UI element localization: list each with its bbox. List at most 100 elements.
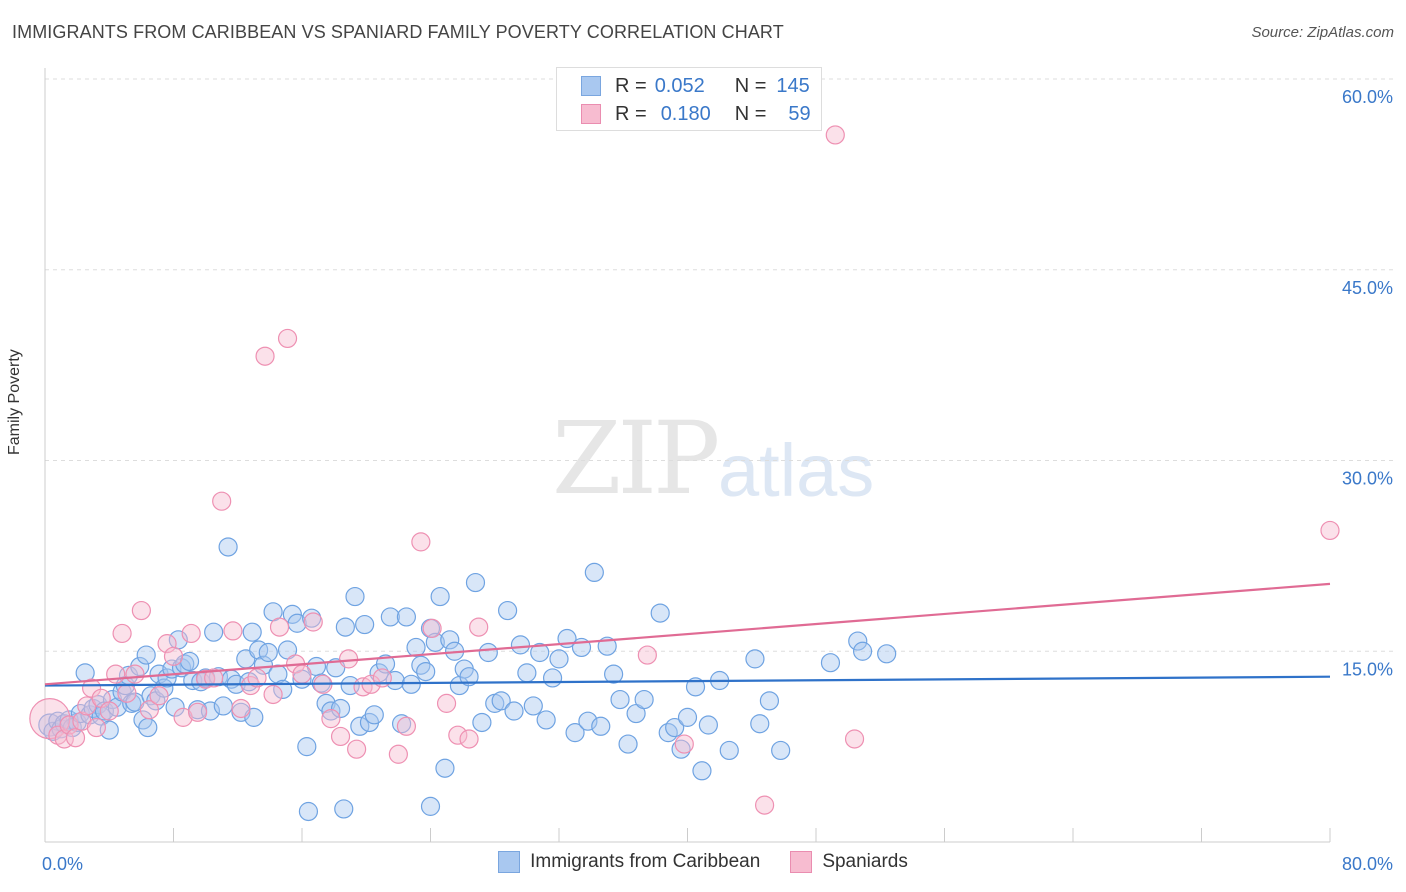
- caribbean-point: [465, 572, 486, 593]
- series-swatch-spaniards: [790, 851, 813, 873]
- y-tick-label: 60.0%: [1342, 87, 1393, 107]
- caribbean-point: [258, 642, 278, 663]
- legend-row-caribbean: R = 0.052 N = 145: [581, 74, 810, 98]
- caribbean-point: [685, 677, 706, 697]
- caribbean-point: [565, 723, 585, 743]
- caribbean-point: [396, 607, 417, 627]
- caribbean-point: [335, 617, 355, 637]
- caribbean-point: [650, 603, 670, 623]
- spaniard-point: [112, 623, 132, 644]
- caribbean-point: [852, 641, 873, 661]
- spaniard-point: [825, 125, 845, 145]
- caribbean-point: [430, 586, 450, 607]
- caribbean-point: [498, 600, 518, 621]
- x-tick-label: 0.0%: [42, 854, 83, 874]
- y-axis-label: Family Poverty: [6, 349, 23, 455]
- spaniard-point: [637, 645, 657, 665]
- caribbean-point: [877, 644, 897, 664]
- source-label: Source: ZipAtlas.com: [1251, 24, 1394, 41]
- spaniard-point: [117, 683, 137, 703]
- data-points: [29, 125, 1340, 822]
- spaniard-point: [81, 678, 102, 698]
- caribbean-point: [698, 715, 718, 735]
- spaniard-point: [347, 739, 367, 759]
- caribbean-point: [179, 651, 200, 672]
- caribbean-point: [364, 705, 384, 725]
- caribbean-point: [634, 689, 654, 710]
- caribbean-point: [523, 696, 543, 716]
- spaniard-point: [1320, 520, 1340, 541]
- spaniard-point: [204, 668, 224, 688]
- spaniard-point: [173, 707, 193, 727]
- legend-r-label: R =: [615, 74, 647, 97]
- caribbean-point: [282, 604, 302, 624]
- caribbean-point: [604, 664, 624, 684]
- legend-r-label: R =: [615, 102, 647, 125]
- caribbean-point: [416, 661, 436, 682]
- spaniard-point: [448, 725, 468, 745]
- caribbean-point: [658, 723, 678, 743]
- caribbean-point: [350, 716, 370, 736]
- caribbean-point: [298, 801, 319, 822]
- spaniard-point: [149, 686, 169, 706]
- spaniard-point: [139, 700, 160, 720]
- caribbean-trend-line: [44, 675, 1331, 687]
- caribbean-point: [213, 696, 233, 716]
- caribbean-point: [504, 701, 524, 721]
- caribbean-point: [334, 799, 354, 819]
- caribbean-point: [70, 703, 90, 724]
- series-legend-caribbean: Immigrants from Caribbean: [498, 851, 760, 873]
- caribbean-point: [435, 758, 455, 778]
- series-legend-spaniards: Spaniards: [790, 851, 908, 873]
- watermark-zip: ZIP: [552, 400, 720, 517]
- caribbean-point: [94, 701, 115, 721]
- spaniard-point: [231, 698, 251, 719]
- caribbean-point: [771, 740, 791, 761]
- spaniard-point: [411, 532, 431, 552]
- spaniard-point: [86, 717, 107, 738]
- spaniard-point: [422, 618, 442, 638]
- y-tick-label: 15.0%: [1342, 659, 1393, 679]
- legend-n-value: 145: [776, 74, 810, 97]
- caribbean-point: [618, 734, 638, 754]
- grid-lines: [45, 78, 1395, 652]
- legend-swatch-spaniards: [581, 104, 601, 124]
- caribbean-point: [138, 717, 158, 738]
- spaniard-point: [338, 649, 359, 669]
- trend-lines: [44, 582, 1331, 687]
- spaniard-point: [212, 491, 232, 511]
- spaniard-point: [292, 664, 312, 684]
- series-label-spaniards: Spaniards: [822, 851, 908, 872]
- caribbean-point: [517, 663, 537, 683]
- y-tick-label: 45.0%: [1342, 278, 1393, 298]
- spaniard-point: [469, 617, 489, 637]
- legend-row-spaniards: R = 0.180 N = 59: [581, 102, 811, 126]
- caribbean-point: [610, 689, 630, 710]
- caribbean-point: [750, 714, 770, 734]
- spaniard-point: [277, 328, 298, 349]
- caribbean-point: [665, 717, 685, 738]
- legend-n-value: 59: [788, 102, 811, 125]
- spaniard-trend-line: [44, 582, 1331, 686]
- caribbean-point: [440, 630, 460, 650]
- spaniard-point: [255, 346, 275, 366]
- tick-labels: 15.0% 30.0% 45.0% 60.0% 0.0% 80.0%: [42, 87, 1393, 874]
- caribbean-point: [759, 691, 780, 711]
- caribbean-point: [401, 674, 421, 694]
- legend-swatch-caribbean: [581, 76, 601, 96]
- caribbean-point: [692, 761, 712, 781]
- caribbean-point: [136, 645, 156, 665]
- caribbean-point: [578, 711, 598, 731]
- caribbean-point: [848, 631, 868, 651]
- x-tick-label: 80.0%: [1342, 854, 1393, 874]
- spaniard-point: [321, 709, 341, 729]
- series-swatch-caribbean: [498, 851, 521, 873]
- spaniard-point: [396, 716, 417, 736]
- legend-n-label: N =: [734, 74, 767, 97]
- y-tick-label: 30.0%: [1342, 469, 1393, 489]
- spaniard-point: [674, 734, 694, 754]
- watermark-atlas: atlas: [718, 429, 875, 512]
- caribbean-point: [549, 649, 569, 669]
- chart-title: IMMIGRANTS FROM CARIBBEAN VS SPANIARD FA…: [12, 22, 784, 42]
